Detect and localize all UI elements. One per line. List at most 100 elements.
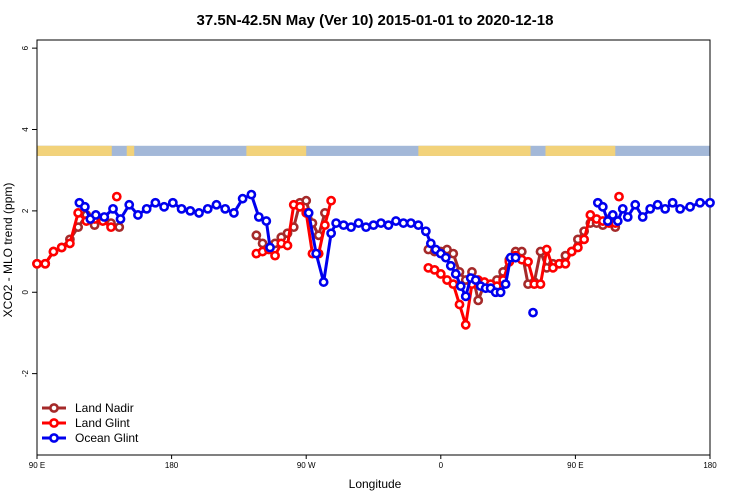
data-point — [368, 220, 379, 231]
data-point — [528, 307, 538, 318]
data-point — [253, 212, 264, 222]
series-land-nadir — [32, 195, 621, 306]
data-point — [460, 319, 471, 330]
legend-marker — [49, 433, 59, 443]
x-tick-label: 180 — [703, 461, 717, 470]
map-land — [418, 145, 531, 156]
data-point — [541, 244, 552, 255]
y-axis: -2 0 2 4 6 — [21, 45, 37, 377]
data-point — [346, 222, 356, 233]
data-point — [338, 220, 349, 231]
data-point — [454, 299, 465, 310]
x-tick-label: 90 E — [29, 461, 45, 470]
data-point — [319, 220, 330, 231]
data-point — [211, 199, 222, 210]
data-point — [597, 201, 608, 212]
x-tick-label: 90 E — [567, 461, 583, 470]
data-point — [115, 214, 126, 224]
data-point — [246, 189, 257, 200]
x-axis: 90 E 180 90 W 0 90 E 180 — [29, 455, 717, 470]
data-point — [56, 242, 67, 253]
data-point — [637, 212, 648, 222]
data-point — [405, 218, 416, 228]
data-point — [420, 226, 431, 237]
data-point — [114, 222, 125, 233]
data-point — [667, 197, 678, 208]
map-ocean — [37, 145, 710, 156]
map-land — [126, 145, 135, 156]
data-point — [133, 210, 143, 220]
data-point — [353, 218, 364, 228]
data-point — [295, 201, 305, 212]
data-point — [523, 256, 533, 267]
legend-label: Land Glint — [75, 416, 130, 430]
y-tick-label: 4 — [21, 127, 30, 132]
data-point — [425, 238, 436, 249]
chart-title: 37.5N-42.5N May (Ver 10) 2015-01-01 to 2… — [197, 12, 554, 29]
data-point — [448, 248, 459, 259]
data-point — [572, 242, 583, 253]
x-tick-label: 0 — [439, 461, 444, 470]
data-point — [185, 205, 196, 216]
data-point — [473, 295, 484, 306]
data-point — [695, 197, 705, 208]
data-point — [440, 252, 451, 263]
data-point — [645, 203, 656, 214]
data-point — [176, 203, 187, 214]
legend-label: Ocean Glint — [75, 431, 139, 445]
data-point — [579, 234, 590, 245]
data-point — [159, 201, 170, 212]
data-point — [229, 208, 239, 218]
data-point — [448, 279, 459, 290]
data-point — [361, 222, 371, 233]
legend-marker — [49, 418, 59, 428]
map-land — [545, 145, 616, 156]
y-axis-label: XCO2 - MLO trend (ppm) — [1, 183, 15, 318]
data-point — [108, 203, 118, 214]
data-point — [318, 277, 329, 287]
data-point — [326, 228, 337, 239]
data-point — [65, 238, 75, 249]
data-point — [99, 212, 110, 222]
data-point — [398, 218, 409, 228]
legend-label: Land Nadir — [75, 401, 134, 415]
world-map-strip — [37, 145, 710, 156]
data-point — [90, 210, 101, 220]
data-point — [535, 279, 546, 290]
data-point — [470, 275, 481, 285]
data-point — [150, 197, 161, 208]
data-point — [500, 279, 511, 290]
y-tick-label: 2 — [21, 208, 30, 213]
data-point — [660, 203, 671, 214]
plot-frame — [36, 39, 711, 456]
x-tick-label: 180 — [165, 461, 179, 470]
data-point — [237, 193, 248, 204]
data-point — [612, 216, 623, 226]
data-point — [167, 197, 178, 208]
series-ocean-glint — [74, 189, 715, 318]
data-point — [383, 220, 394, 231]
data-point — [202, 203, 213, 214]
data-point — [261, 216, 272, 226]
data-point — [450, 269, 461, 279]
y-tick-label: -2 — [21, 370, 30, 378]
data-point — [141, 203, 152, 214]
data-point — [40, 258, 51, 269]
data-point — [311, 248, 322, 259]
data-point — [455, 281, 466, 292]
data-point — [301, 195, 312, 206]
data-point — [560, 258, 571, 269]
data-point — [622, 212, 633, 222]
data-point — [32, 258, 42, 269]
series-layer — [32, 189, 715, 330]
data-point — [391, 216, 401, 226]
data-point — [303, 208, 314, 218]
data-point — [675, 203, 685, 214]
map-land — [37, 145, 112, 156]
data-point — [435, 269, 446, 279]
x-axis-label: Longitude — [349, 477, 402, 491]
y-tick-label: 0 — [21, 289, 30, 294]
data-point — [282, 240, 293, 251]
data-point — [79, 201, 90, 212]
